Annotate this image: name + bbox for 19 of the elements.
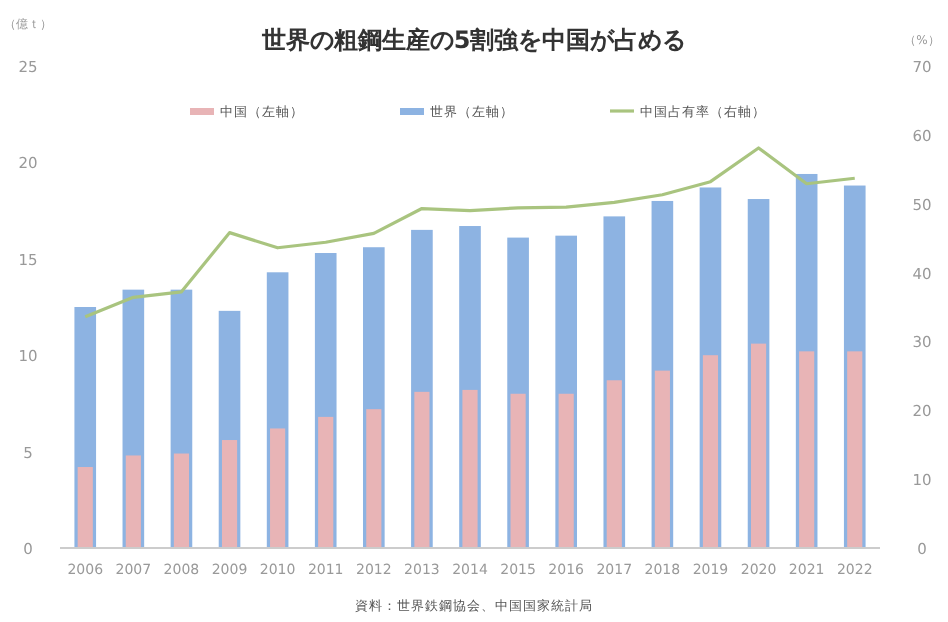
bar [654, 370, 670, 548]
bar [318, 416, 334, 548]
bar [847, 351, 863, 548]
chart-title: 世界の粗鋼生産の5割強を中国が占める [259, 26, 687, 54]
bar [606, 380, 622, 548]
bar [366, 409, 382, 548]
bar [510, 393, 526, 548]
bar [750, 343, 767, 548]
bar [414, 391, 430, 548]
bar [77, 467, 93, 548]
bar [125, 455, 141, 548]
bar [799, 351, 815, 548]
bar [270, 428, 286, 548]
bar [558, 393, 574, 548]
line-series [83, 146, 857, 319]
bar [462, 389, 478, 548]
bar [702, 355, 719, 548]
bar [221, 440, 238, 548]
bar [173, 453, 190, 548]
